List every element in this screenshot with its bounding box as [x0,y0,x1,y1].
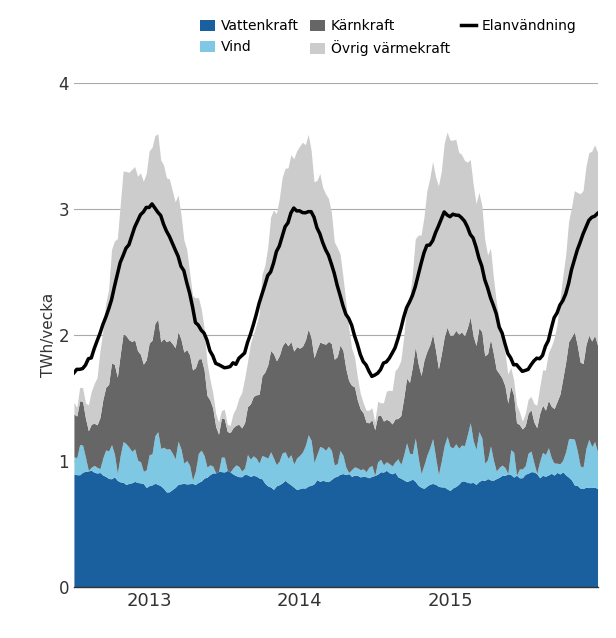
Y-axis label: TWh/vecka: TWh/vecka [41,293,55,377]
Legend: Vattenkraft, Vind, Kärnkraft, Övrig värmekraft, Elanvändning: Vattenkraft, Vind, Kärnkraft, Övrig värm… [200,19,577,56]
